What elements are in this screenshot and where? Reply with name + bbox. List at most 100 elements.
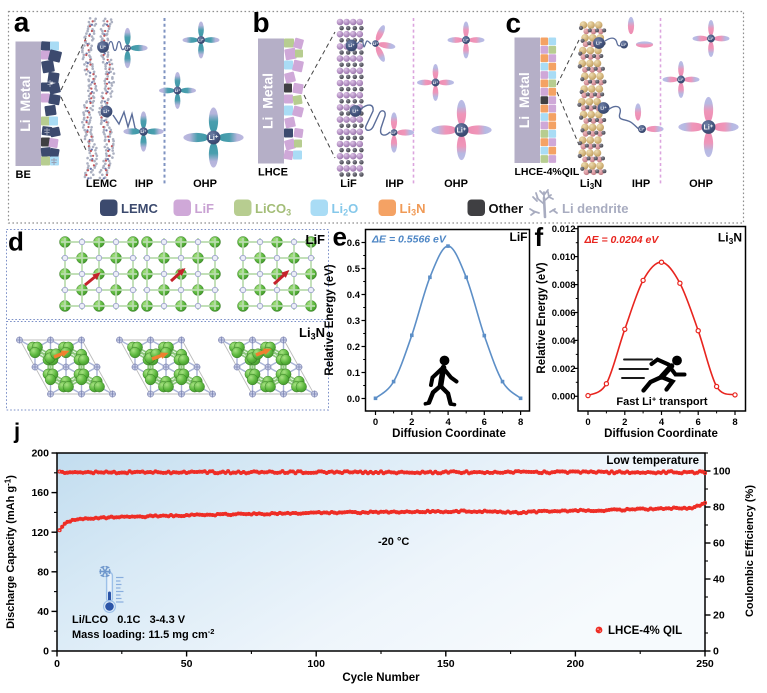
svg-text:Fast Li+ transport: Fast Li+ transport [616, 395, 708, 409]
svg-text:IHP: IHP [385, 178, 403, 190]
svg-text:8: 8 [732, 417, 737, 428]
svg-text:Li3N: Li3N [299, 325, 325, 342]
svg-text:0.6: 0.6 [347, 238, 360, 249]
svg-text:LEMC: LEMC [86, 178, 117, 190]
svg-text:0: 0 [713, 646, 719, 658]
svg-text:Li3N: Li3N [718, 231, 742, 247]
svg-text:80: 80 [713, 502, 725, 514]
svg-text:LiF: LiF [340, 178, 357, 190]
svg-text:Cycle Number: Cycle Number [342, 672, 420, 684]
svg-text:6: 6 [482, 417, 487, 428]
svg-text:0.4: 0.4 [347, 290, 361, 301]
svg-text:LiF: LiF [195, 201, 215, 216]
svg-text:Li Metal: Li Metal [17, 76, 33, 132]
svg-text:0.004: 0.004 [552, 336, 576, 347]
svg-text:0.002: 0.002 [552, 364, 576, 375]
svg-text:IHP: IHP [632, 178, 650, 190]
svg-text:0.0: 0.0 [347, 394, 360, 405]
svg-text:j: j [13, 419, 20, 444]
svg-text:BE: BE [16, 169, 31, 181]
svg-text:LiCO3: LiCO3 [255, 201, 291, 218]
svg-text:ΔE = 0.5566 eV: ΔE = 0.5566 eV [371, 234, 447, 246]
svg-text:a: a [14, 7, 30, 38]
svg-text:100: 100 [307, 658, 325, 670]
svg-text:200: 200 [31, 448, 49, 460]
svg-text:Li⁺: Li⁺ [348, 43, 354, 48]
svg-text:200: 200 [567, 658, 585, 670]
svg-text:0.1: 0.1 [347, 368, 361, 379]
svg-text:Diffusion Coordinate: Diffusion Coordinate [604, 428, 718, 440]
svg-text:0: 0 [43, 646, 49, 658]
svg-text:0.008: 0.008 [552, 280, 576, 291]
svg-text:Li⁺: Li⁺ [596, 41, 602, 46]
svg-text:Li⁺: Li⁺ [373, 42, 378, 46]
svg-text:Coulombic Efficiency (%): Coulombic Efficiency (%) [744, 485, 756, 617]
svg-text:LHCE-4%QIL: LHCE-4%QIL [515, 166, 580, 178]
svg-text:Relative Energy (eV): Relative Energy (eV) [536, 262, 548, 373]
svg-text:b: b [253, 7, 270, 38]
svg-text:Li⁺: Li⁺ [621, 43, 626, 47]
svg-text:Li⁺: Li⁺ [391, 131, 396, 135]
svg-text:150: 150 [437, 658, 455, 670]
svg-text:Li2O: Li2O [332, 201, 359, 218]
svg-text:Li3N: Li3N [400, 201, 426, 218]
svg-text:Li⁺: Li⁺ [352, 109, 358, 114]
svg-text:Li⁺: Li⁺ [704, 125, 714, 132]
svg-text:Discharge Capacity (mAh g-1): Discharge Capacity (mAh g-1) [4, 475, 18, 629]
svg-text:8: 8 [518, 417, 523, 428]
svg-text:d: d [8, 227, 24, 257]
svg-text:50: 50 [181, 658, 193, 670]
svg-text:Mass loading: 11.5 mg cm-2: Mass loading: 11.5 mg cm-2 [72, 627, 214, 641]
svg-text:LiF: LiF [510, 230, 528, 244]
svg-text:4: 4 [659, 417, 665, 428]
svg-text:OHP: OHP [689, 178, 713, 190]
svg-text:0.010: 0.010 [552, 252, 576, 263]
svg-text:6: 6 [696, 417, 701, 428]
svg-text:ΔE = 0.0204 eV: ΔE = 0.0204 eV [584, 234, 660, 246]
svg-text:Low temperature: Low temperature [606, 455, 699, 467]
svg-text:Li dendrite: Li dendrite [562, 201, 628, 216]
svg-text:Diffusion Coordinate: Diffusion Coordinate [392, 428, 506, 440]
svg-text:Other: Other [489, 201, 524, 216]
svg-text:LHCE-4% QIL: LHCE-4% QIL [608, 625, 682, 637]
svg-text:0: 0 [585, 417, 590, 428]
svg-text:-20 °C: -20 °C [378, 536, 409, 548]
svg-text:Relative Energy (eV): Relative Energy (eV) [324, 264, 336, 375]
svg-text:0.006: 0.006 [552, 308, 576, 319]
svg-text:2: 2 [409, 417, 414, 428]
svg-text:LEMC: LEMC [121, 201, 158, 216]
svg-text:e: e [333, 221, 347, 251]
svg-text:40: 40 [713, 574, 725, 586]
svg-text:Li⁺: Li⁺ [209, 135, 219, 142]
svg-text:Li Metal: Li Metal [260, 73, 276, 129]
svg-text:80: 80 [37, 566, 49, 578]
svg-text:Li⁺: Li⁺ [457, 128, 467, 135]
svg-text:60: 60 [713, 538, 725, 550]
svg-text:0: 0 [373, 417, 378, 428]
svg-text:Li/LCO 0.1C 3-4.3 V: Li/LCO 0.1C 3-4.3 V [72, 614, 186, 626]
svg-text:160: 160 [31, 487, 49, 499]
svg-text:40: 40 [37, 606, 49, 618]
svg-text:IHP: IHP [135, 178, 153, 190]
svg-text:4: 4 [445, 417, 451, 428]
svg-text:0.012: 0.012 [552, 224, 576, 235]
svg-text:100: 100 [713, 466, 731, 478]
svg-text:Li⁺: Li⁺ [125, 46, 130, 50]
svg-text:f: f [535, 222, 544, 252]
svg-text:0.3: 0.3 [347, 316, 360, 327]
svg-text:OHP: OHP [444, 178, 468, 190]
svg-text:20: 20 [713, 610, 725, 622]
svg-text:LiF: LiF [306, 232, 326, 247]
svg-text:0.2: 0.2 [347, 342, 360, 353]
svg-text:c: c [506, 8, 522, 39]
svg-text:Li⁺: Li⁺ [600, 106, 606, 111]
svg-text:OHP: OHP [193, 178, 217, 190]
svg-text:Li3N: Li3N [580, 178, 602, 191]
svg-text:2: 2 [622, 417, 627, 428]
svg-text:Li⁺: Li⁺ [100, 45, 106, 50]
svg-text:Li⁺: Li⁺ [639, 128, 644, 132]
svg-text:LHCE: LHCE [258, 167, 288, 179]
svg-text:0: 0 [54, 658, 60, 670]
svg-text:Li Metal: Li Metal [516, 72, 532, 128]
svg-text:0.5: 0.5 [347, 264, 361, 275]
